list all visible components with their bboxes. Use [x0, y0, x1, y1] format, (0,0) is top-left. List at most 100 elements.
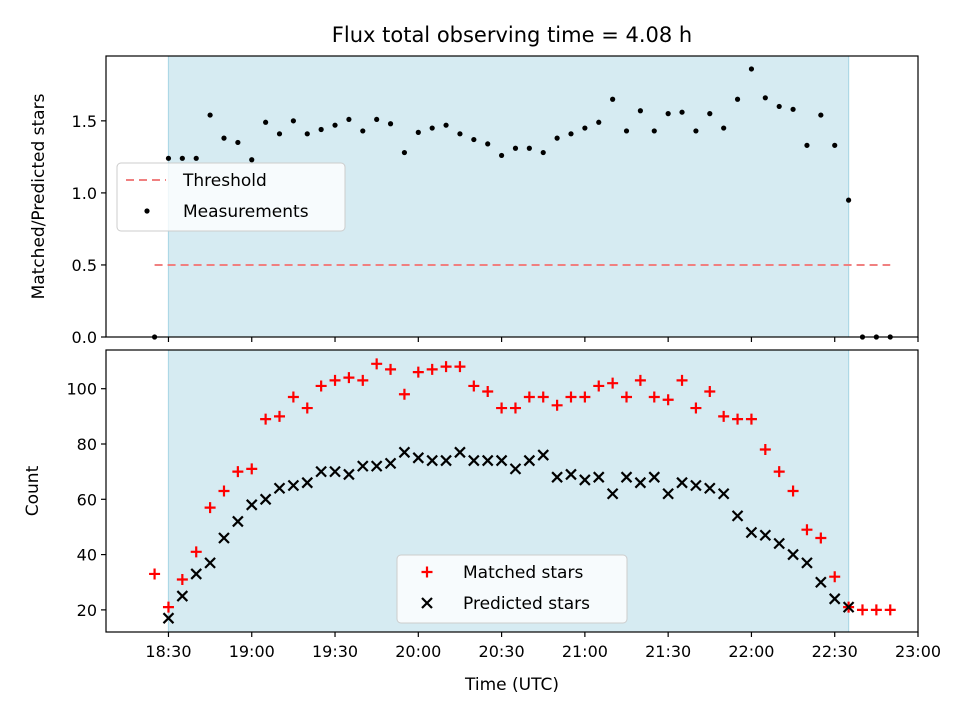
data-point [207, 112, 213, 118]
data-point [398, 446, 411, 459]
data-point [274, 410, 286, 422]
data-point [607, 377, 619, 389]
counts-panel: 20 40 60 80 100 18:30 19:00 19:30 20:00 20:30 21:0… [23, 349, 941, 695]
y-tick-label: 100 [66, 380, 97, 399]
data-point [845, 197, 852, 203]
data-point [523, 454, 536, 467]
x-axis-label: Time (UTC) [464, 675, 559, 695]
data-point [721, 125, 727, 131]
y-axis-label: Matched/Predicted stars [29, 93, 49, 299]
data-point [301, 476, 314, 489]
data-point [592, 471, 605, 483]
data-point [856, 604, 868, 616]
data-point [481, 454, 494, 467]
data-point [818, 112, 824, 118]
data-point [776, 103, 782, 110]
data-point [512, 145, 519, 151]
series-predicted-stars [162, 446, 855, 624]
data-point [429, 125, 435, 131]
data-point [398, 388, 410, 400]
x-tick-label: 18:30 [145, 642, 191, 661]
data-point [815, 576, 827, 589]
data-point [732, 413, 744, 425]
data-point [801, 557, 813, 569]
data-point [315, 465, 327, 478]
data-point [804, 142, 810, 148]
data-point [610, 96, 616, 102]
data-point [526, 145, 532, 151]
data-point [426, 454, 438, 467]
data-point [676, 476, 688, 489]
y-tick-label: 1.5 [72, 112, 97, 131]
axes-frame [105, 349, 919, 633]
data-point [745, 526, 758, 539]
x-tick-label: 20:30 [479, 642, 525, 661]
data-point [246, 463, 258, 475]
data-point [828, 593, 841, 605]
data-point [179, 155, 185, 161]
data-point [259, 493, 272, 506]
data-point [218, 485, 230, 497]
data-point [346, 116, 352, 123]
data-point [232, 466, 244, 478]
data-point [704, 385, 716, 397]
data-point [648, 471, 661, 483]
data-point [717, 487, 730, 500]
data-point [748, 66, 755, 72]
y-tick-label: 0.0 [72, 328, 97, 347]
data-point [693, 128, 699, 134]
legend-label-matched-stars: Matched stars [463, 563, 583, 583]
data-point [815, 532, 827, 544]
data-point [374, 116, 380, 123]
data-point [343, 372, 355, 384]
x-tick-label: 21:00 [562, 642, 608, 661]
data-point [540, 149, 546, 156]
data-point [690, 479, 702, 492]
legend-box [396, 554, 628, 624]
data-point [665, 111, 671, 117]
data-point [360, 128, 366, 134]
data-point [623, 128, 630, 134]
ratio-panel: 0.0 0.5 1.0 1.5 Matched/Predicted stars Thres… [29, 55, 919, 347]
data-point [662, 394, 674, 406]
data-point [468, 454, 480, 467]
data-point [537, 449, 550, 461]
data-point [718, 410, 730, 422]
data-point [332, 122, 338, 128]
data-point [842, 601, 855, 613]
data-point [509, 463, 522, 475]
y-tick-label: 40 [77, 546, 97, 565]
legend-swatch-predicted-stars [421, 597, 433, 609]
y-tick-label: 80 [77, 435, 97, 454]
data-point [454, 361, 466, 373]
data-point [440, 361, 452, 373]
data-point [318, 126, 324, 133]
data-point [387, 121, 394, 127]
data-point [551, 399, 563, 411]
data-point [287, 391, 299, 403]
x-tick-label: 22:00 [728, 642, 774, 661]
data-point [523, 391, 535, 403]
data-point [485, 141, 491, 147]
axes-frame [105, 55, 919, 338]
data-point [329, 465, 341, 478]
data-point [176, 573, 188, 585]
data-point [190, 568, 202, 580]
data-point [606, 487, 619, 500]
data-point [343, 468, 355, 481]
data-point [329, 374, 341, 386]
data-point [426, 363, 438, 375]
data-point [634, 374, 646, 386]
data-point [370, 460, 383, 472]
x-tick-label: 20:00 [395, 642, 441, 661]
legend-label-predicted-stars: Predicted stars [463, 594, 590, 614]
data-point [263, 119, 269, 125]
data-point [440, 454, 452, 467]
data-point [232, 515, 244, 528]
data-point [734, 96, 741, 102]
data-point [679, 109, 685, 115]
data-point [245, 499, 258, 511]
data-point [554, 135, 560, 141]
data-point [787, 548, 799, 561]
